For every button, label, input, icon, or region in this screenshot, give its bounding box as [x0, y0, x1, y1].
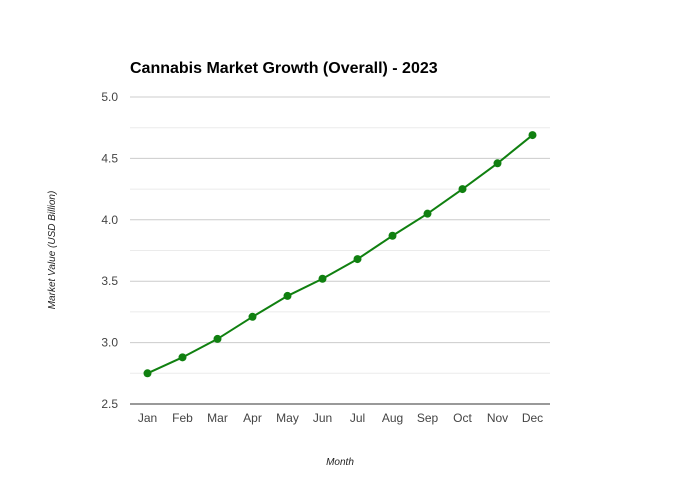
x-axis-title: Month — [326, 457, 354, 468]
data-point — [213, 334, 222, 343]
x-tick-label: Oct — [453, 411, 472, 425]
x-tick-label: Nov — [487, 411, 508, 425]
series-line — [147, 134, 534, 375]
data-point — [178, 353, 187, 362]
x-tick-label: Feb — [172, 411, 193, 425]
y-tick-label: 5.0 — [101, 90, 118, 104]
data-point — [283, 291, 292, 300]
x-tick-label: Aug — [382, 411, 403, 425]
y-tick-label: 4.5 — [101, 151, 118, 165]
data-point — [423, 209, 432, 218]
series-layer — [143, 131, 537, 378]
x-axis-ticks: Jan Feb Mar Apr May Jun Jul Aug Sep Oct Nov Dec — [138, 411, 543, 425]
data-point — [388, 231, 397, 240]
y-tick-label: 2.5 — [101, 397, 118, 411]
data-point — [353, 255, 362, 264]
data-point — [318, 274, 327, 283]
x-tick-label: Jan — [138, 411, 157, 425]
x-tick-label: Mar — [207, 411, 228, 425]
chart-title: Cannabis Market Growth (Overall) - 2023 — [130, 60, 438, 77]
y-tick-label: 3.0 — [101, 336, 118, 350]
y-axis-ticks: 2.5 3.0 3.5 4.0 4.5 5.0 — [101, 90, 118, 411]
data-point — [493, 159, 502, 168]
x-tick-label: May — [276, 411, 299, 425]
data-point — [143, 369, 152, 378]
data-point — [528, 131, 537, 140]
data-point — [248, 312, 257, 321]
x-tick-label: Jun — [313, 411, 332, 425]
x-tick-label: Jul — [350, 411, 365, 425]
grid — [130, 96, 550, 405]
y-axis-title: Market Value (USD Billion) — [47, 191, 58, 310]
x-tick-label: Sep — [417, 411, 439, 425]
y-tick-label: 3.5 — [101, 274, 118, 288]
y-tick-label: 4.0 — [101, 213, 118, 227]
x-tick-label: Dec — [522, 411, 543, 425]
data-point — [458, 185, 467, 194]
x-tick-label: Apr — [243, 411, 262, 425]
